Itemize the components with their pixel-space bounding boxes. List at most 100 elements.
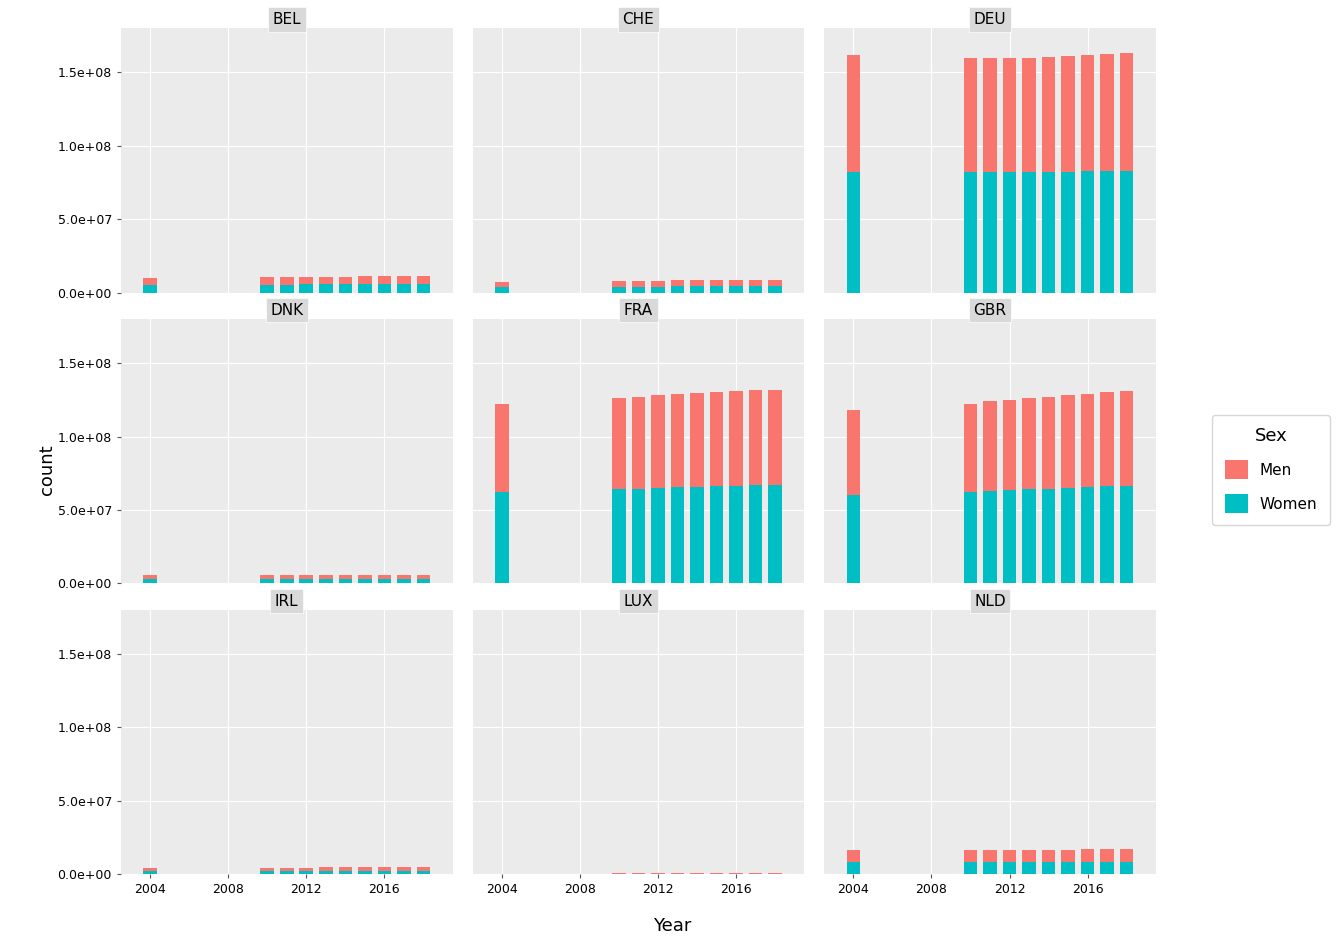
Bar [689, 393, 704, 487]
Bar [769, 485, 782, 584]
Bar [1003, 172, 1016, 292]
Bar [261, 870, 274, 874]
Bar [650, 488, 665, 584]
Bar [319, 579, 333, 584]
Bar [749, 280, 762, 286]
Bar [280, 277, 293, 285]
Bar [417, 575, 430, 579]
Bar [378, 284, 391, 292]
Bar [495, 287, 508, 292]
Bar [144, 871, 157, 874]
Bar [1042, 862, 1055, 874]
Bar [1042, 172, 1055, 292]
Bar [495, 493, 508, 584]
Bar [1003, 862, 1016, 874]
Bar [1081, 171, 1094, 292]
Bar [650, 287, 665, 292]
Bar [280, 579, 293, 584]
Bar [1003, 57, 1016, 172]
Bar [495, 404, 508, 493]
Bar [1081, 862, 1094, 874]
Bar [1101, 850, 1114, 862]
Bar [144, 579, 157, 584]
Bar [612, 490, 626, 584]
Bar [964, 862, 977, 874]
Bar [261, 575, 274, 579]
Bar [358, 870, 372, 874]
Bar [847, 495, 860, 584]
Bar [749, 286, 762, 292]
Bar [378, 575, 391, 579]
Bar [984, 401, 997, 491]
Bar [1120, 486, 1133, 584]
Bar [319, 285, 333, 292]
Bar [671, 280, 684, 287]
Title: NLD: NLD [974, 594, 1005, 609]
Bar [417, 868, 430, 870]
Bar [1120, 862, 1133, 874]
Bar [1120, 391, 1133, 486]
Bar [1003, 850, 1016, 862]
Bar [710, 392, 723, 486]
Legend: Men, Women: Men, Women [1212, 415, 1329, 525]
Bar [1062, 172, 1075, 292]
Bar [261, 579, 274, 584]
Bar [671, 487, 684, 584]
Bar [730, 286, 743, 292]
Bar [300, 870, 313, 874]
Bar [1101, 171, 1114, 292]
Bar [1120, 171, 1133, 292]
Bar [339, 575, 352, 579]
Bar [1062, 56, 1075, 172]
Bar [612, 399, 626, 490]
Bar [417, 276, 430, 284]
Bar [261, 277, 274, 285]
Bar [689, 487, 704, 584]
Title: IRL: IRL [276, 594, 298, 609]
Bar [847, 172, 860, 292]
Bar [300, 868, 313, 870]
Bar [1023, 172, 1036, 292]
Bar [417, 870, 430, 874]
Bar [1062, 850, 1075, 862]
Bar [984, 850, 997, 862]
Bar [358, 284, 372, 292]
Bar [1023, 490, 1036, 584]
Bar [632, 397, 645, 489]
Bar [650, 281, 665, 287]
Bar [1101, 392, 1114, 486]
Bar [1042, 56, 1055, 172]
Bar [1081, 394, 1094, 487]
Bar [396, 868, 411, 870]
Bar [1081, 850, 1094, 862]
Bar [964, 404, 977, 493]
Bar [417, 579, 430, 584]
Bar [358, 575, 372, 579]
Bar [280, 575, 293, 579]
Text: Year: Year [653, 916, 691, 935]
Bar [378, 868, 391, 870]
Bar [1023, 399, 1036, 490]
Bar [1042, 489, 1055, 584]
Title: DEU: DEU [973, 12, 1007, 27]
Bar [396, 579, 411, 584]
Bar [396, 575, 411, 579]
Bar [632, 281, 645, 287]
Bar [319, 575, 333, 579]
Bar [358, 868, 372, 870]
Bar [1003, 490, 1016, 584]
Bar [1062, 396, 1075, 488]
Bar [730, 280, 743, 286]
Title: GBR: GBR [973, 303, 1007, 318]
Bar [1062, 488, 1075, 584]
Bar [710, 280, 723, 287]
Bar [1120, 850, 1133, 862]
Bar [319, 868, 333, 870]
Bar [984, 491, 997, 584]
Bar [612, 281, 626, 287]
Bar [847, 55, 860, 172]
Bar [396, 276, 411, 284]
Bar [300, 575, 313, 579]
Bar [671, 287, 684, 292]
Bar [1062, 862, 1075, 874]
